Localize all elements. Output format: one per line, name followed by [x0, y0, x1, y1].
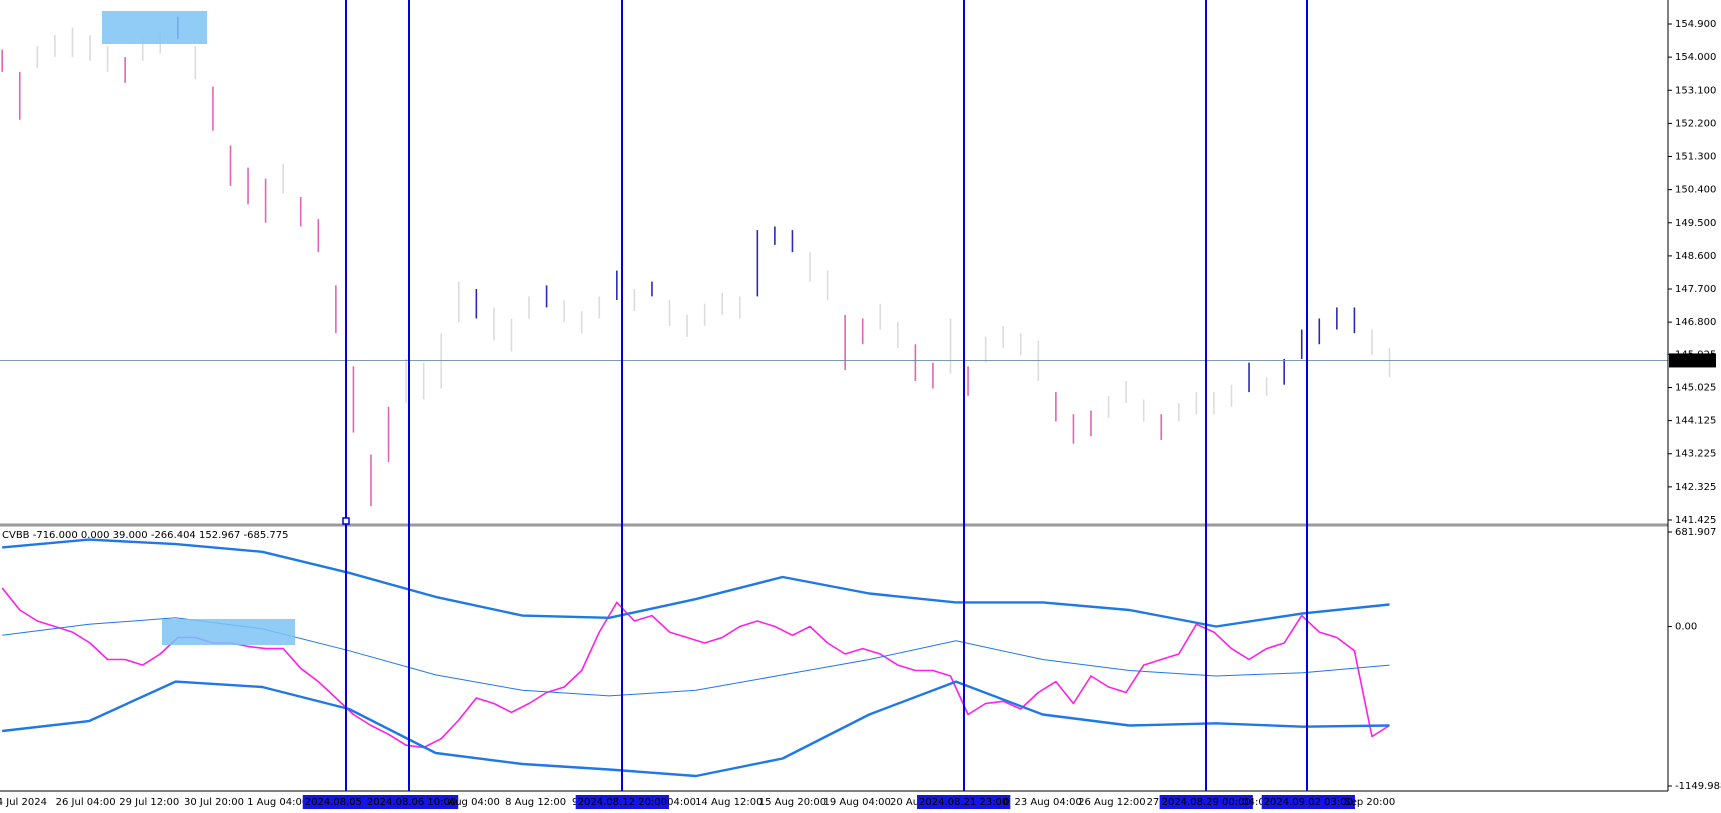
x-tick-label: 8 Aug 12:00: [505, 797, 566, 808]
date-highlight: [575, 795, 669, 809]
y-tick-label: 149.500: [1675, 218, 1716, 229]
x-tick-label: 14 Aug 12:00: [695, 797, 762, 808]
x-tick-label: 0: [1003, 797, 1009, 808]
date-highlight: [917, 795, 1011, 809]
highlight-box: [162, 619, 295, 645]
y-tick-label: 144.125: [1675, 416, 1716, 427]
current-price-box: [1669, 353, 1716, 368]
x-tick-label: 2024.09.02 03:00: [1264, 797, 1353, 808]
y-tick-label: 146.800: [1675, 317, 1716, 328]
x-tick-label: 2024.08.12 20:00: [578, 797, 667, 808]
anchor-marker: [342, 517, 350, 525]
x-tick-label: 26 Jul 04:00: [56, 797, 116, 808]
x-tick-label: 20 Aug: [890, 797, 925, 808]
highlight-box: [102, 11, 207, 44]
y-tick-label: 153.100: [1675, 85, 1716, 96]
indicator-line: [2, 680, 1390, 778]
x-tick-label: 2024.08.29 00:00: [1162, 797, 1251, 808]
x-tick-label: 04:00: [1242, 797, 1271, 808]
x-tick-label: 29 Jul 12:00: [119, 797, 179, 808]
x-tick-label: 27 A: [1147, 797, 1170, 808]
x-tick-label: 1 Aug 04:00: [247, 797, 308, 808]
x-tick-label: 24 Jul 2024: [0, 797, 47, 808]
y-tick-label: 154.000: [1675, 52, 1716, 63]
x-tick-label: 26 Aug 12:00: [1078, 797, 1145, 808]
y-tick-label: 150.400: [1675, 185, 1716, 196]
y-tick-label: 148.600: [1675, 251, 1716, 262]
x-tick-label: 2024.08.06 10:00: [367, 797, 456, 808]
x-tick-label: Sep 20:00: [1344, 797, 1395, 808]
marks: [0, 16, 1668, 778]
date-highlight: [302, 795, 380, 809]
y-tick-label: 152.200: [1675, 118, 1716, 129]
y-tick-label: 151.300: [1675, 152, 1716, 163]
date-highlight: [1159, 795, 1253, 809]
y-tick-label: 145.025: [1675, 382, 1716, 393]
y-tick-label: 0.00: [1675, 622, 1697, 633]
y-tick-label: 141.425: [1675, 515, 1716, 526]
x-tick-label: 23 Aug 04:00: [1014, 797, 1081, 808]
indicator-line: [2, 538, 1390, 628]
indicator-title: CVBB -716.000 0.000 39.000 -266.404 152.…: [2, 530, 288, 541]
y-tick-label: 143.225: [1675, 449, 1716, 460]
x-tick-label: Aug 04:00: [448, 797, 500, 808]
x-tick-label: 19 Aug 04:00: [823, 797, 890, 808]
y-tick-label: 681.907: [1675, 527, 1716, 538]
current-price-label: 145.760: [1672, 355, 1713, 366]
x-tick-label: 9: [572, 797, 578, 808]
x-tick-label: 15 Aug 20:00: [759, 797, 826, 808]
date-highlight: [1261, 795, 1355, 809]
y-tick-label: 154.900: [1675, 19, 1716, 30]
x-tick-label: 04:00: [667, 797, 696, 808]
x-tick-label: 30 Jul 20:00: [184, 797, 244, 808]
x-tick-label: 2024.08.21 23:00: [919, 797, 1008, 808]
date-highlight: [364, 795, 459, 809]
y-tick-label: 147.700: [1675, 284, 1716, 295]
vertical-lines: [345, 0, 1308, 791]
y-tick-label: -1149.988: [1675, 781, 1721, 792]
x-tick-label: 2024.08.05 02: [305, 797, 378, 808]
y-tick-label: 142.325: [1675, 482, 1716, 493]
